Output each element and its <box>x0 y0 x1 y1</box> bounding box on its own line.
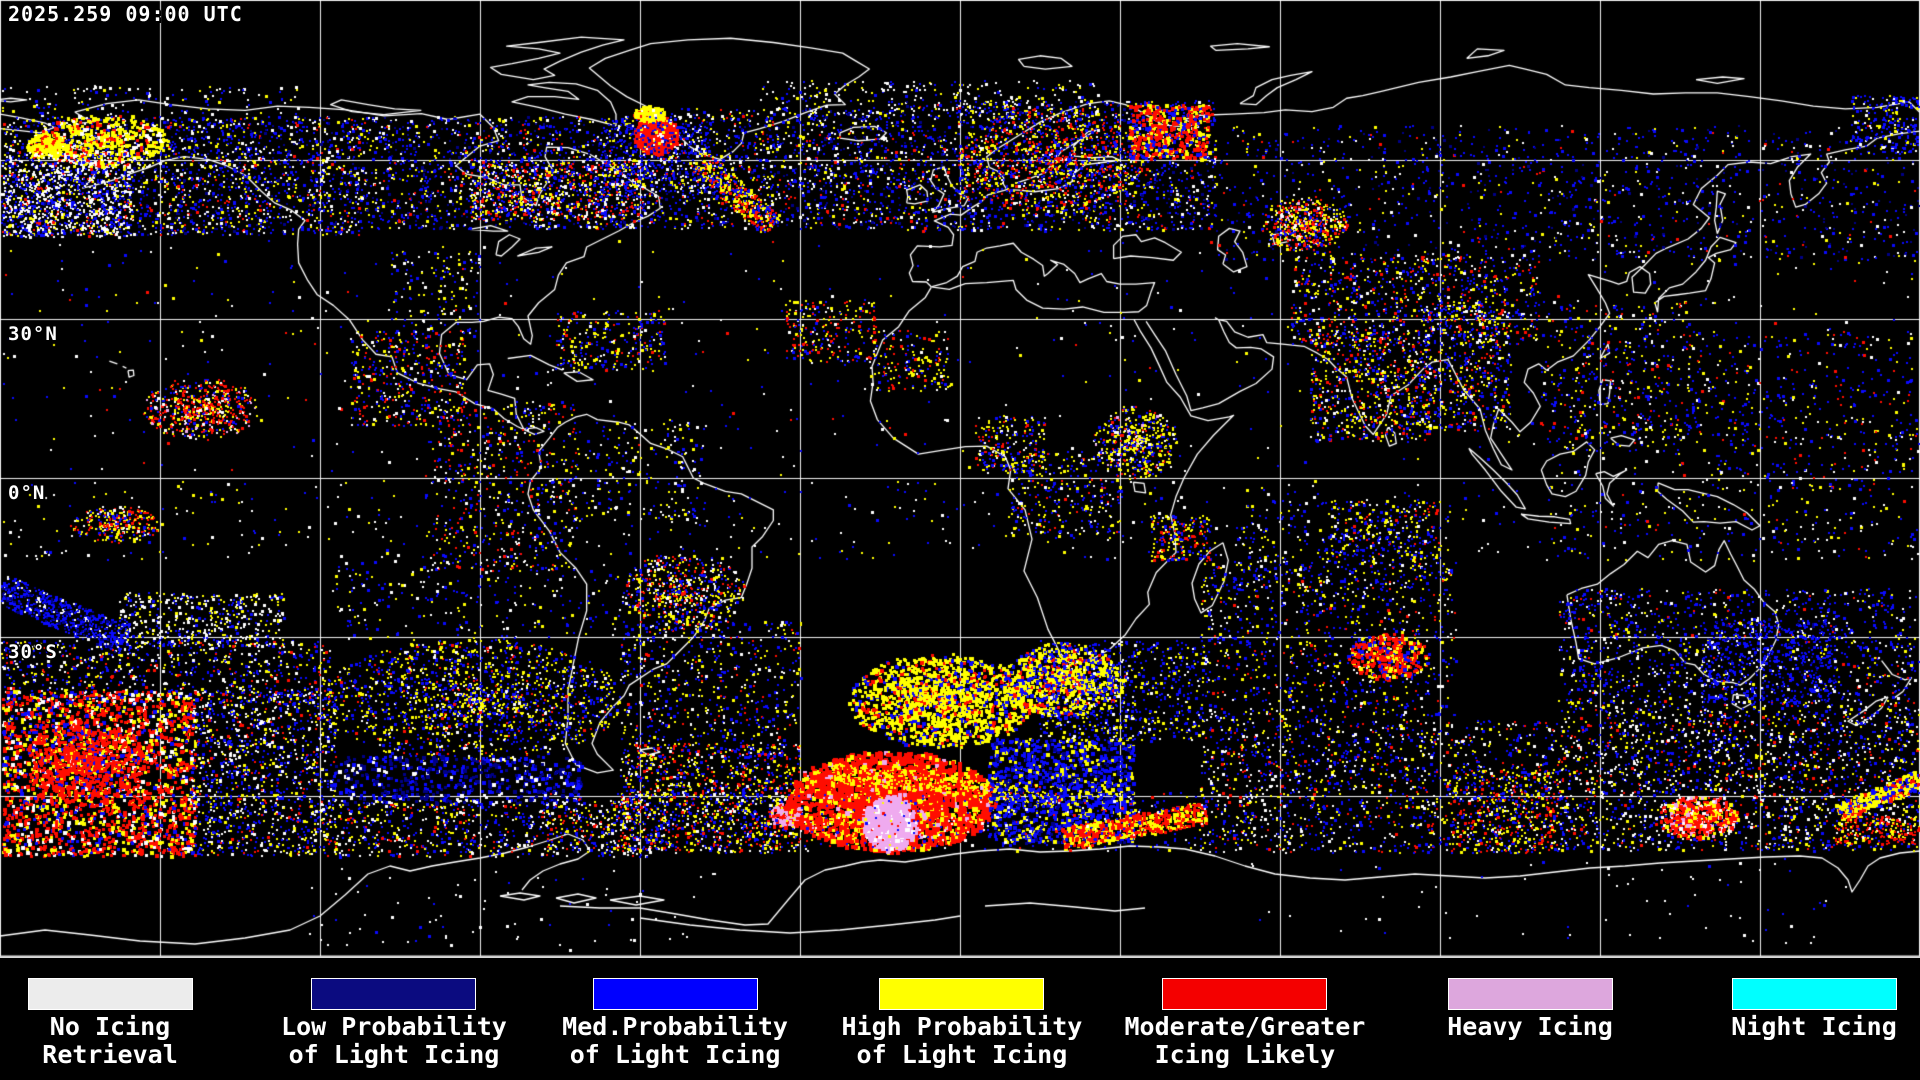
lat-label-30s: 30°S <box>8 641 58 663</box>
moderate-icing-swatch <box>1162 978 1328 1010</box>
no-icing-swatch <box>27 978 193 1010</box>
night-icing-swatch <box>1731 978 1897 1010</box>
legend-item-med-prob: Med.Probability of Light Icing <box>535 958 815 1069</box>
legend-bar: No Icing Retrieval Low Probability of Ligh… <box>0 958 1920 1080</box>
legend-label: High Probability of Light Icing <box>841 1012 1083 1069</box>
world-icing-map <box>0 0 1920 958</box>
legend-item-heavy: Heavy Icing <box>1390 958 1670 1041</box>
high-prob-swatch <box>879 978 1045 1010</box>
lat-label-30n: 30°N <box>8 323 58 345</box>
legend-label: Heavy Icing <box>1447 1012 1613 1041</box>
low-prob-swatch <box>311 978 477 1010</box>
legend-label: Low Probability of Light Icing <box>281 1012 507 1069</box>
legend-item-moderate: Moderate/Greater Icing Likely <box>1105 958 1385 1069</box>
timestamp-label: 2025.259 09:00 UTC <box>8 2 243 26</box>
legend-label: Night Icing <box>1731 1012 1897 1041</box>
legend-item-low-prob: Low Probability of Light Icing <box>254 958 534 1069</box>
legend-item-night: Night Icing <box>1674 958 1920 1041</box>
lat-label-0n: 0°N <box>8 482 46 504</box>
heavy-icing-swatch <box>1447 978 1613 1010</box>
legend-label: Moderate/Greater Icing Likely <box>1124 1012 1366 1069</box>
legend-label: Med.Probability of Light Icing <box>562 1012 788 1069</box>
legend-label: No Icing Retrieval <box>42 1012 178 1069</box>
legend-item-no-icing: No Icing Retrieval <box>0 958 250 1069</box>
legend-item-high-prob: High Probability of Light Icing <box>822 958 1102 1069</box>
med-prob-swatch <box>592 978 758 1010</box>
